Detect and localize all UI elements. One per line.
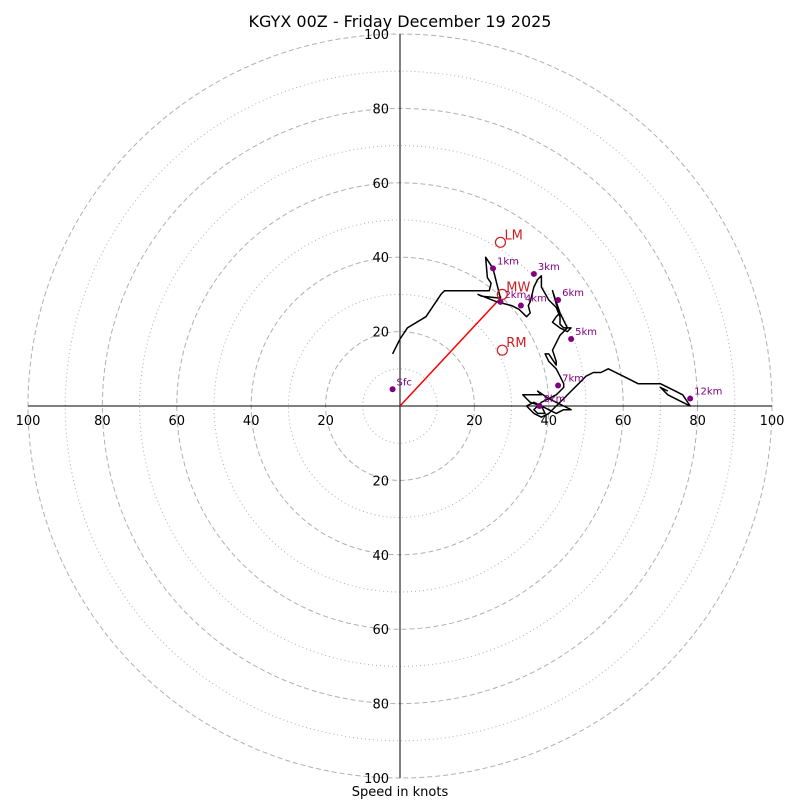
storm-motion-label: LM [504,228,522,243]
x-tick-label: 80 [94,414,111,429]
height-marker-point [555,382,562,389]
y-tick-label: 40 [372,549,389,564]
height-marker-point [497,298,504,305]
height-marker-label: 5km [575,327,597,338]
x-tick-label: 40 [541,414,558,429]
y-tick-label: 40 [372,251,389,266]
x-tick-label: 100 [16,414,41,429]
height-markers: Sfc 1km 2km 3km 4km 5km 6km 7km 8km 12km [389,256,722,409]
height-marker-label: 7km [562,374,584,385]
height-marker-label: 3km [538,262,560,273]
y-tick-label: 20 [372,474,389,489]
chart-title: KGYX 00Z - Friday December 19 2025 [249,12,552,31]
y-tick-label: 80 [372,698,389,713]
bunkers-vector-group [399,297,501,407]
wind-profile-line [391,256,691,418]
y-tick-label: 100 [364,772,389,787]
storm-motion-label: MW [506,280,530,295]
x-tick-label: 60 [615,414,632,429]
height-marker-label: 8km [544,394,566,405]
y-tick-label: 20 [372,326,389,341]
height-marker-label: 6km [562,288,584,299]
y-tick-label: 60 [372,177,389,192]
x-tick-label: 40 [243,414,260,429]
height-marker-label: 4km [525,294,547,305]
height-marker-point [555,296,562,303]
height-marker-label: Sfc [397,377,412,388]
y-tick-label: 80 [372,102,389,117]
y-tick-label: 60 [372,623,389,638]
height-marker-label: 2km [504,290,526,301]
tick-labels: 100 100 80 80 60 60 40 40 20 20 20 20 40 40 60 60 80 80 10… [16,28,785,787]
height-marker-point [536,403,543,409]
height-marker-point [517,302,524,309]
x-tick-label: 20 [466,414,483,429]
x-tick-label: 60 [169,414,186,429]
height-marker-point [389,386,396,393]
height-marker-label: 1km [497,256,519,267]
height-marker-point [568,336,575,343]
x-axis-label: Speed in knots [352,785,449,800]
storm-motion-marker [494,236,507,248]
y-tick-label: 100 [364,28,389,43]
x-tick-label: 80 [689,414,706,429]
height-marker-point [687,395,694,402]
height-marker-point [530,270,537,277]
storm-motion-marker [496,344,508,356]
wind-profile-group [391,256,691,418]
storm-motion-label: RM [506,336,526,351]
height-marker-label: 12km [694,387,722,398]
x-tick-label: 100 [760,414,785,429]
bunkers-vector [399,297,501,407]
height-marker-point [490,265,496,272]
storm-motion-markers: LM MW RM [494,228,531,356]
storm-motion-marker [496,288,508,300]
x-tick-label: 20 [317,414,334,429]
